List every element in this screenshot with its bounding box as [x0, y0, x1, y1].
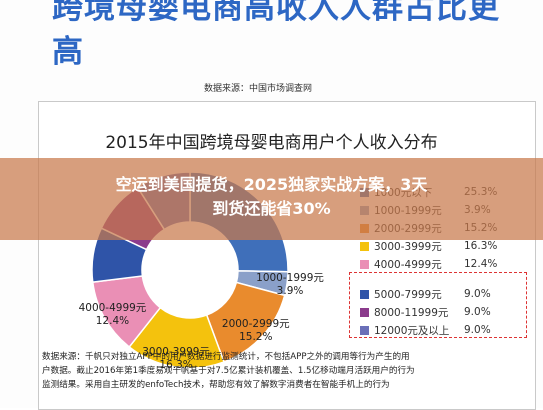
legend-item: 3000-3999元 16.3%	[360, 237, 530, 255]
legend-swatch	[360, 289, 369, 299]
slice-label-name-4: 4000-4999元	[78, 301, 147, 314]
slice-label-value-1: 3.9%	[276, 285, 304, 298]
legend-value: 12.4%	[464, 258, 498, 270]
slice-label-value-3: 16.3%	[159, 358, 193, 371]
slice-label-2: 2000-2999元 15.2%	[221, 316, 291, 343]
headline-line-2: 高	[52, 34, 84, 70]
legend-value: 9.0%	[464, 306, 491, 318]
slice-label-value-4: 12.4%	[95, 314, 130, 327]
slice-label-name-1: 1000-1999元	[256, 272, 324, 285]
slice-label-value-2: 15.2%	[239, 330, 273, 343]
legend-label: 12000元及以上	[374, 324, 450, 337]
headline-line-1: 跨境母婴电商高收入人群占比更	[52, 0, 500, 26]
legend-item: 5000-7999元 9.0%	[360, 285, 530, 303]
slice-label-3: 3000-3999元 16.3%	[141, 344, 211, 371]
legend-label: 4000-4999元	[374, 258, 442, 271]
legend-value: 16.3%	[464, 240, 498, 252]
slice-label-name-2: 2000-2999元	[221, 317, 290, 330]
promo-banner[interactable]	[0, 158, 543, 240]
slice-label-1: 1000-1999元 3.9%	[255, 270, 325, 297]
legend-swatch	[360, 307, 369, 317]
promo-banner-text[interactable]: 空运到美国提货，2025独家实战方案，3天 到货还能省30%	[20, 173, 523, 221]
promo-banner-line-1: 空运到美国提货，2025独家实战方案，3天	[115, 175, 428, 194]
legend-item: 8000-11999元 9.0%	[360, 303, 530, 321]
legend-label: 8000-11999元	[374, 306, 449, 319]
slice-label-name-3: 3000-3999元	[142, 345, 210, 358]
notes-line-1: 数据来源：千帆只对独立APP中的用户数据进行监测统计，不包括APP之外的调用等行…	[42, 352, 410, 362]
notes-line-3: 监测结果。采用自主研发的enfoTech技术，帮助您有效了解数字消费者在智能手机…	[42, 380, 390, 390]
data-notes: 数据来源：千帆只对独立APP中的用户数据进行监测统计，不包括APP之外的调用等行…	[42, 350, 530, 392]
legend-item: 4000-4999元 12.4%	[360, 255, 530, 273]
legend-item: 12000元及以上 9.0%	[360, 321, 530, 339]
legend-swatch	[360, 241, 369, 251]
page-headline: 跨境母婴电商高收入人群占比更 高	[52, 0, 522, 74]
slice-label-4: 4000-4999元 12.4%	[77, 300, 147, 327]
notes-line-2: 户数据。截止2016年第1季度易观千帆基于对7.5亿累计装机覆盖、1.5亿移动端…	[42, 366, 415, 376]
legend-highlight-box	[349, 272, 527, 338]
legend-swatch	[360, 325, 369, 335]
source-note: 数据来源：中国市场调查网	[204, 84, 313, 94]
promo-banner-line-2: 到货还能省30%	[212, 199, 331, 218]
legend-label: 3000-3999元	[374, 240, 442, 253]
legend-swatch	[360, 259, 369, 269]
chart-title: 2015年中国跨境母婴电商用户个人收入分布	[105, 133, 438, 153]
legend-value: 9.0%	[464, 324, 491, 336]
legend-value: 9.0%	[464, 288, 491, 300]
legend-label: 5000-7999元	[374, 288, 442, 301]
